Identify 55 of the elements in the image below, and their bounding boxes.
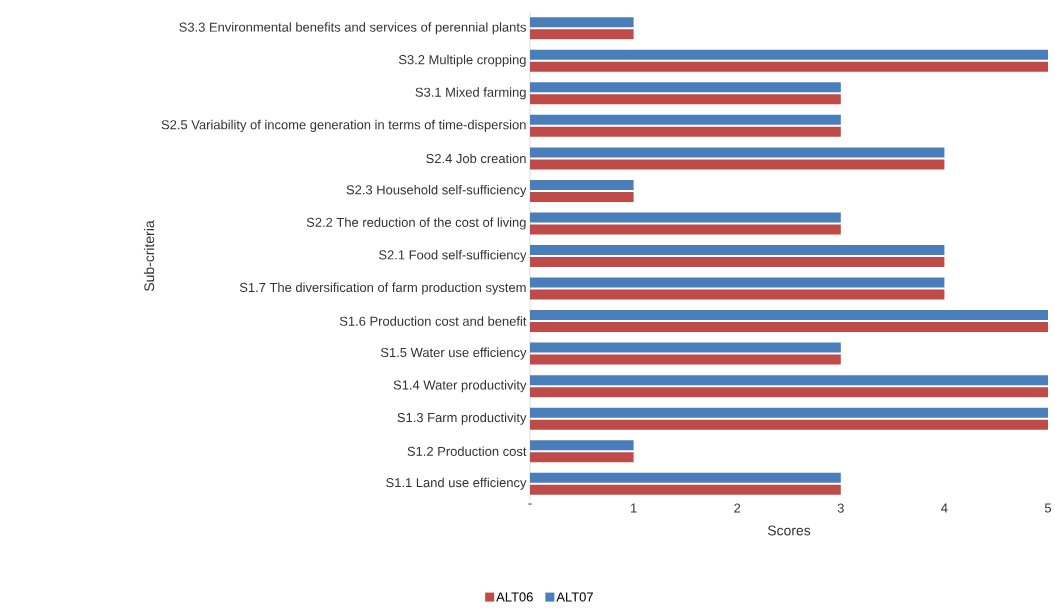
bar: [530, 472, 841, 483]
x-tick-label: 4: [941, 503, 948, 513]
x-tick-label: 2: [734, 503, 741, 513]
bar: [530, 49, 1048, 60]
bar: [530, 159, 945, 170]
bar: [530, 387, 1048, 398]
bar: [530, 212, 841, 223]
bar: [530, 191, 634, 202]
y-tick-label: S3.2 Multiple cropping: [398, 54, 526, 67]
y-axis-title: Sub-criteria: [143, 220, 155, 292]
x-tick-label: -: [528, 503, 532, 505]
bar: [530, 310, 1048, 321]
legend-label: ALT07: [556, 592, 593, 602]
bar: [530, 375, 1048, 386]
bar: [530, 440, 634, 451]
bar: [530, 289, 945, 300]
y-tick-label: S1.1 Land use efficiency: [386, 477, 527, 490]
x-axis-title: Scores: [767, 525, 811, 536]
bar: [530, 354, 841, 365]
bar: [530, 82, 841, 93]
x-tick-label: 1: [630, 503, 637, 513]
y-tick-label: S2.5 Variability of income generation in terms of time-dispersion: [161, 119, 526, 132]
bar: [530, 224, 841, 235]
x-tick-label: 5: [1044, 503, 1052, 513]
y-tick-label: S3.1 Mixed farming: [415, 87, 526, 100]
bar: [530, 452, 634, 463]
bar: [530, 257, 945, 267]
bar: [530, 126, 841, 137]
bar: [530, 419, 1048, 430]
y-tick-label: S3.3 Environmental benefits and services of perennial plants: [179, 22, 526, 35]
bar: [530, 147, 945, 158]
bar: [530, 277, 945, 288]
x-tick-label: 3: [837, 503, 844, 513]
y-tick-label: S1.4 Water productivity: [393, 380, 527, 393]
bar: [530, 179, 634, 190]
y-tick-label: S2.3 Household self-sufficiency: [346, 184, 527, 197]
bar: [530, 484, 841, 495]
y-tick-label: S2.4 Job creation: [426, 153, 526, 164]
bar: [530, 17, 634, 28]
bar: [530, 114, 841, 125]
y-tick-label: S1.5 Water use efficiency: [380, 347, 527, 360]
y-tick-label: S1.3 Farm productivity: [397, 412, 527, 425]
bar: [530, 61, 1048, 72]
y-tick-label: S2.1 Food self-sufficiency: [379, 249, 527, 263]
bar: [530, 245, 945, 256]
y-tick-label: S2.2 The reduction of the cost of living: [306, 217, 526, 230]
bar: [530, 407, 1048, 418]
y-tick-label: S1.2 Production cost: [407, 446, 527, 456]
y-tick-label: S1.6 Production cost and benefit: [339, 316, 527, 326]
bar: [530, 342, 841, 353]
bar: [530, 29, 634, 40]
y-tick-label: S1.7 The diversification of farm production system: [239, 282, 526, 295]
bar: [530, 94, 841, 105]
bar: [530, 322, 1048, 333]
legend-label: ALT06: [496, 592, 533, 602]
